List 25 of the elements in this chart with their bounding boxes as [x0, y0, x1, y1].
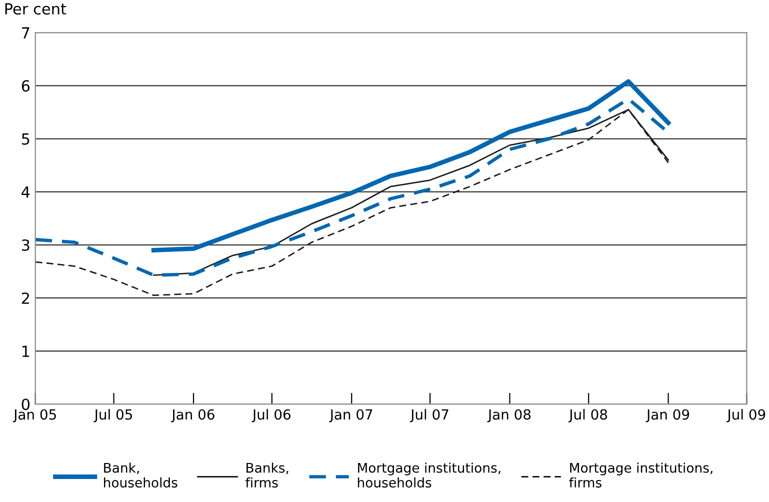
y-tick-label: 1 — [22, 346, 30, 357]
x-tick-label: Jan 05 — [12, 409, 56, 422]
y-tick-label: 4 — [22, 186, 30, 198]
y-tick-label: 2 — [22, 292, 29, 304]
legend-label: Mortgage institutions, firms — [569, 462, 712, 488]
x-tick-label: Jul 05 — [94, 408, 132, 422]
legend-label: Mortgage institutions, households — [358, 462, 500, 488]
x-tick-label: Jan 08 — [487, 409, 531, 422]
x-tick-label: Jul 08 — [568, 408, 608, 422]
y-axis-title: Per cent — [5, 3, 66, 15]
legend-label: Banks, firms — [246, 462, 288, 488]
y-tick-label: 0 — [22, 398, 30, 410]
x-tick-label: Jan 07 — [329, 409, 372, 422]
x-tick-label: Jul 06 — [252, 408, 290, 422]
line-series — [151, 79, 671, 252]
x-tick-label: Jan 06 — [171, 409, 214, 422]
legend-label: Bank, households — [104, 462, 178, 488]
y-tick-label: 3 — [22, 239, 30, 251]
x-tick-label: Jul 07 — [410, 408, 448, 422]
x-tick-label: Jan 09 — [646, 409, 690, 422]
y-tick-label: 7 — [22, 27, 30, 38]
x-tick-label: Jul 09 — [726, 408, 766, 422]
line-series — [35, 108, 669, 296]
y-tick-label: 5 — [22, 133, 30, 145]
y-tick-label: 6 — [22, 80, 30, 92]
